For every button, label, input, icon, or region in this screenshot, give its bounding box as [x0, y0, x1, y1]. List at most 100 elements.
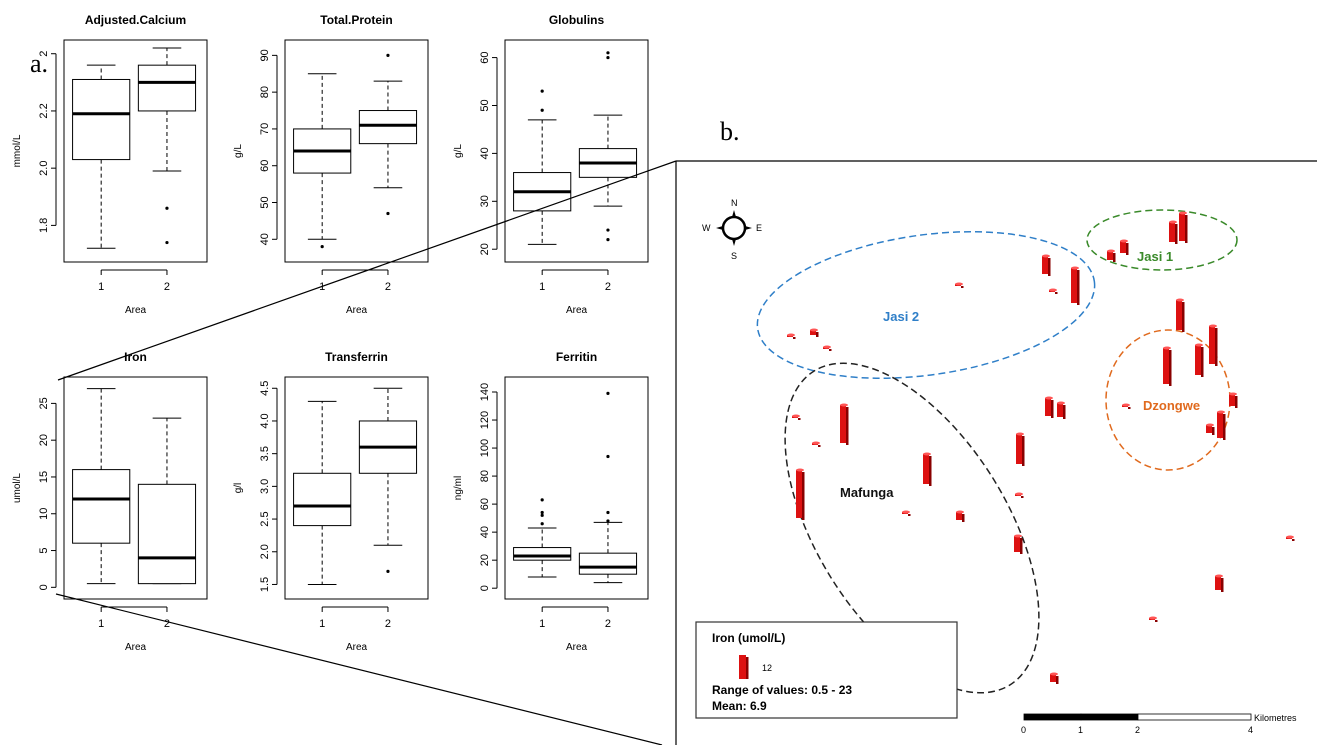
y-tick-label: 60	[479, 498, 491, 510]
bar-face	[1169, 222, 1175, 242]
region-jasi2-outline	[756, 231, 1096, 379]
y-tick-label: 1.5	[259, 577, 271, 592]
region-dzongwe-label: Dzongwe	[1143, 398, 1200, 413]
bar-side	[1155, 620, 1158, 622]
box-area-2	[578, 51, 638, 242]
outlier-point	[606, 519, 610, 523]
bar-side	[1169, 350, 1172, 386]
x-tick-label: 1	[539, 281, 545, 293]
map-bar-marker	[1179, 211, 1188, 243]
outlier-point	[386, 211, 390, 216]
outlier-point	[540, 513, 544, 517]
y-tick-label: 80	[259, 86, 271, 98]
map-bar-marker	[1049, 288, 1058, 294]
map-bar-marker	[923, 452, 932, 486]
outlier-point	[606, 238, 610, 242]
bar-side	[1020, 538, 1023, 554]
plot-title: Globulins	[549, 13, 605, 27]
y-tick-label: 60	[479, 51, 491, 63]
bar-side	[1113, 253, 1116, 262]
bar-top	[956, 510, 964, 514]
outlier-point	[540, 89, 544, 93]
region-mafunga-label: Mafunga	[840, 485, 894, 500]
compass-e: E	[756, 223, 762, 233]
bar-side	[961, 286, 964, 288]
map-bar-marker	[1163, 346, 1172, 386]
bar-face	[1206, 425, 1212, 433]
bar-side	[908, 514, 911, 516]
y-tick-label: 40	[479, 526, 491, 538]
x-tick-label: 2	[385, 618, 391, 630]
region-mafunga-outline	[784, 362, 1040, 694]
bar-face	[1071, 268, 1077, 303]
bar-top	[1042, 254, 1050, 258]
y-tick-label: 60	[259, 160, 271, 172]
bar-side	[846, 407, 849, 445]
y-tick-label: 4.5	[259, 381, 271, 396]
outlier-point	[606, 454, 610, 459]
box-area-1	[72, 64, 131, 249]
map-bar-marker	[1122, 403, 1131, 409]
bar-side	[1221, 578, 1224, 592]
map-frame	[675, 160, 1317, 745]
bar-top	[787, 333, 795, 337]
plot-title: Transferrin	[325, 350, 388, 364]
map-bar-marker	[1215, 574, 1224, 592]
bar-top	[1169, 220, 1177, 224]
scale-unit: Kilometres	[1254, 713, 1297, 723]
x-axis-label: Area	[346, 642, 368, 653]
y-tick-label: 140	[479, 383, 491, 401]
map-panel: N S E W Jasi 1 Jasi 2 Dzongwe Mafunga Ir…	[675, 160, 1317, 745]
bar-face	[1042, 256, 1048, 274]
bar-side	[816, 332, 819, 337]
box-iqr	[137, 64, 197, 112]
bar-side	[1077, 270, 1080, 305]
bar-side	[1235, 396, 1238, 408]
outlier-point	[606, 51, 610, 55]
bar-top	[1286, 535, 1294, 539]
boxplot-grid: Adjusted.Calcium 1.8 2.0 2.2 2 mmol/L 1 2 Area To…	[12, 13, 649, 653]
box-iqr	[578, 552, 638, 575]
y-tick-label: 15	[38, 471, 50, 483]
map-bar-marker	[840, 403, 849, 445]
bar-top	[1229, 392, 1237, 396]
map-bar-marker	[956, 510, 965, 522]
y-tick-label: 120	[479, 411, 491, 429]
bar-side	[1055, 292, 1058, 294]
map-legend: Iron (umol/L) 12 Range of values: 0.5 - …	[695, 621, 958, 719]
bar-top	[1050, 672, 1058, 676]
bar-top	[902, 510, 910, 514]
y-tick-label: 25	[38, 397, 50, 409]
scale-bar: 0 1 2 4 Kilometres	[1021, 713, 1297, 735]
y-tick-label: 5	[38, 547, 50, 553]
bar-side	[1048, 258, 1051, 276]
bar-top	[1107, 249, 1115, 253]
bar-side	[1292, 539, 1295, 541]
bar-top	[955, 282, 963, 286]
bar-face	[1215, 576, 1221, 590]
box-iqr	[72, 78, 131, 161]
bar-face	[840, 405, 846, 443]
bar-face	[1217, 412, 1223, 438]
bar-top	[1057, 401, 1065, 405]
y-tick-label: 0	[479, 585, 491, 591]
bar-top	[1195, 343, 1203, 347]
map-bar-marker	[1107, 249, 1116, 262]
bar-face	[1016, 434, 1022, 464]
bar-side	[1201, 347, 1204, 377]
x-tick-label: 1	[319, 618, 325, 630]
y-tick-label: 90	[259, 49, 271, 61]
outlier-point	[606, 228, 610, 232]
bar-top	[1149, 616, 1157, 620]
region-jasi2-label: Jasi 2	[883, 309, 919, 324]
map-bar-marker	[1195, 343, 1204, 377]
map-bar-marker	[1015, 492, 1024, 498]
bar-top	[1215, 574, 1223, 578]
outlier-point	[540, 498, 544, 502]
scale-label-4: 4	[1248, 725, 1253, 735]
plot-title: Adjusted.Calcium	[85, 13, 186, 27]
bar-side	[1182, 302, 1185, 332]
bar-side	[1128, 407, 1131, 409]
outlier-point	[540, 510, 544, 515]
